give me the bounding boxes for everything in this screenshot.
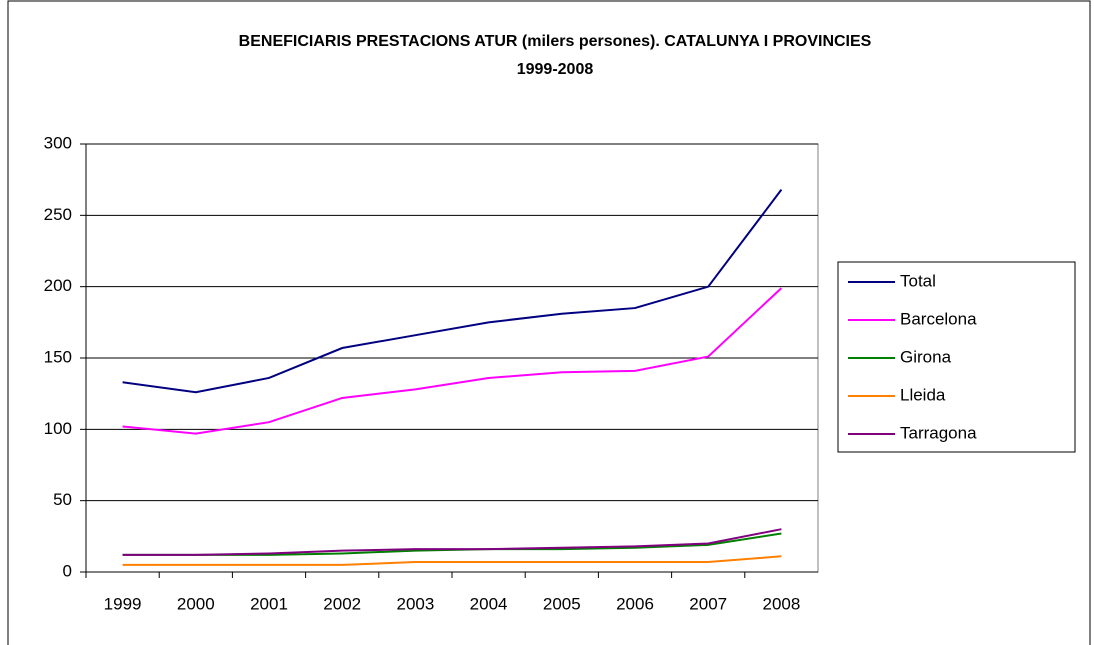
chart-frame (7, 0, 1091, 645)
x-tick-label: 2005 (543, 594, 581, 613)
chart-title: BENEFICIARIS PRESTACIONS ATUR (milers pe… (239, 33, 872, 50)
x-tick-label: 2004 (470, 594, 508, 613)
legend-label: Lleida (900, 385, 946, 404)
x-tick-label: 2008 (762, 594, 800, 613)
y-tick-label: 150 (44, 347, 72, 366)
series-line (122, 528, 782, 556)
series-line (122, 189, 783, 394)
y-tick-label: 50 (53, 490, 72, 509)
legend-label: Total (900, 271, 936, 290)
x-tick-label: 2007 (689, 594, 727, 613)
x-tick-label: 2003 (396, 594, 434, 613)
series-line (122, 555, 782, 566)
x-tick-label: 2000 (177, 594, 215, 613)
chart-title: 1999-2008 (517, 61, 594, 78)
legend-label: Tarragona (900, 423, 977, 442)
series-line (122, 287, 783, 435)
y-tick-label: 300 (44, 133, 72, 152)
y-tick-label: 250 (44, 205, 72, 224)
x-tick-label: 1999 (104, 594, 142, 613)
x-tick-label: 2002 (323, 594, 361, 613)
y-tick-label: 0 (63, 561, 72, 580)
y-tick-label: 200 (44, 276, 72, 295)
legend-label: Barcelona (900, 309, 977, 328)
x-tick-label: 2006 (616, 594, 654, 613)
y-tick-label: 100 (44, 419, 72, 438)
legend-label: Girona (900, 347, 952, 366)
x-tick-label: 2001 (250, 594, 288, 613)
